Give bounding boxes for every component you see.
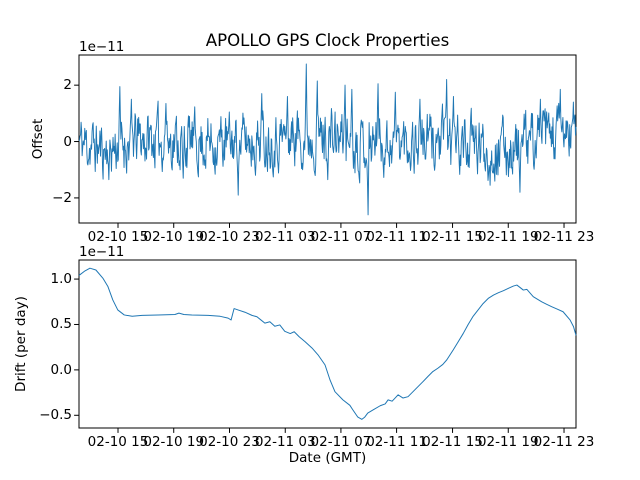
bottom-y-tick-label: −0.5 [39, 407, 72, 424]
bottom-y-tick-label: 1.0 [50, 271, 72, 288]
bottom-x-tick-label: 02-11 23 [533, 434, 595, 450]
bottom-x-tick-label: 02-10 19 [143, 434, 205, 450]
top-x-tick-label: 02-11 07 [310, 229, 372, 245]
bottom-x-tick-label: 02-11 15 [422, 434, 483, 450]
bottom-y-tick-label: 0.0 [50, 361, 72, 378]
bottom-x-tick-label: 02-11 07 [310, 434, 372, 450]
top-x-tick-label: 02-10 23 [199, 229, 260, 245]
top-x-tick-label: 02-11 23 [533, 229, 595, 245]
bottom-x-tick-label: 02-11 11 [366, 434, 427, 450]
bottom-y-tick-label: 0.5 [50, 316, 72, 333]
x-axis-label: Date (GMT) [288, 450, 367, 466]
bottom-x-tick-label: 02-10 15 [87, 434, 149, 450]
bottom-x-tick-label: 02-11 19 [477, 434, 539, 450]
top-x-tick-label: 02-11 11 [366, 229, 427, 245]
top-x-tick-label: 02-11 15 [422, 229, 483, 245]
bottom-y-scale-offset-text: 1e−11 [79, 244, 125, 260]
top-x-tick-label: 02-10 19 [143, 229, 205, 245]
bottom-x-tick-label: 02-10 23 [199, 434, 260, 450]
top-y-tick-label: 0 [63, 133, 72, 150]
top-x-tick-label: 02-11 03 [254, 229, 316, 245]
top-y-scale-offset-text: 1e−11 [79, 39, 125, 55]
bottom-x-tick-label: 02-11 03 [254, 434, 316, 450]
top-x-tick-label: 02-10 15 [87, 229, 149, 245]
top-y-tick-label: 2 [63, 77, 72, 94]
top-x-tick-label: 02-11 19 [477, 229, 539, 245]
chart-title: APOLLO GPS Clock Properties [205, 31, 450, 50]
top-y-tick-label: −2 [52, 189, 72, 206]
